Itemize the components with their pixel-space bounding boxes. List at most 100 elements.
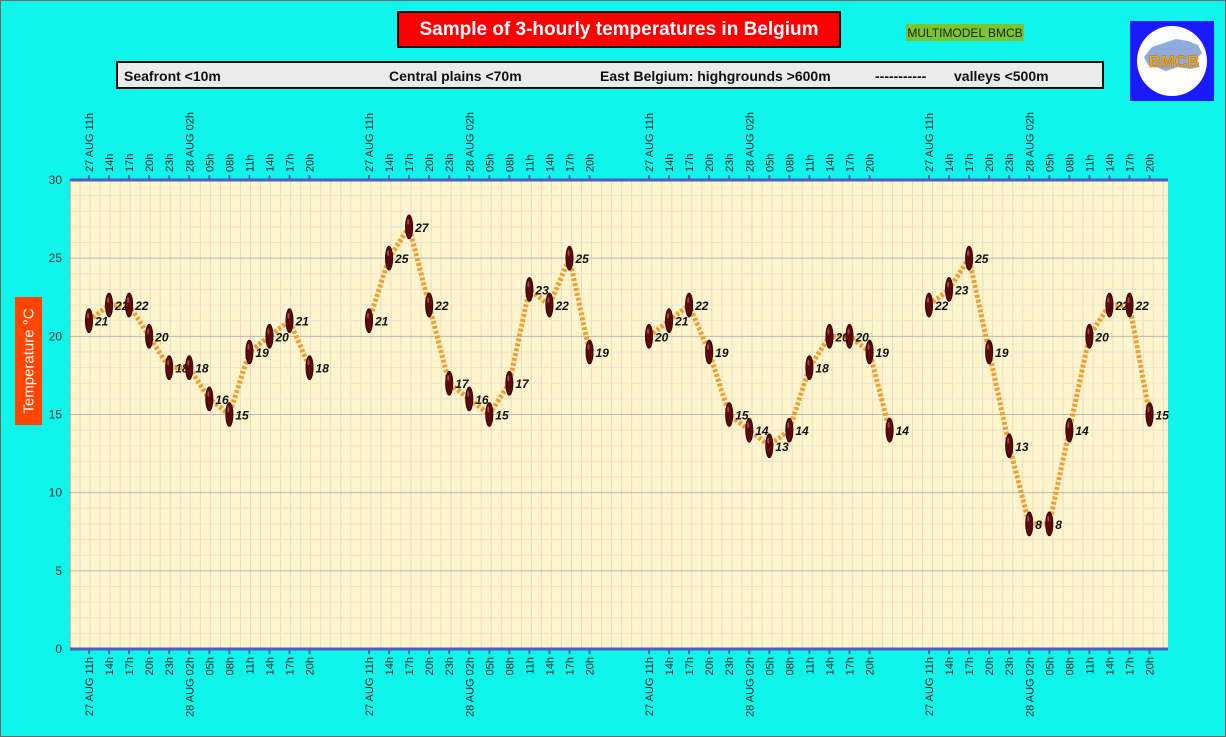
data-point (425, 292, 434, 318)
data-label: 14 (1075, 424, 1089, 438)
x-tick-label-top: 08h (224, 154, 236, 172)
data-point-highlight (667, 312, 670, 319)
data-label: 19 (596, 346, 610, 360)
x-tick-label-bottom: 23h (724, 657, 736, 675)
data-point-highlight (967, 250, 970, 257)
data-point-highlight (727, 406, 730, 413)
data-point (765, 433, 774, 459)
x-tick-label-bottom: 23h (444, 657, 456, 675)
data-point (445, 370, 454, 396)
y-tick-label: 10 (49, 486, 63, 500)
data-point (865, 339, 874, 365)
x-tick-label-top: 27 AUG 11h (84, 113, 96, 172)
x-tick-label-bottom: 28 AUG 02h (1024, 657, 1036, 717)
data-point (285, 308, 294, 334)
data-point (685, 292, 694, 318)
data-point-highlight (747, 422, 750, 429)
data-label: 8 (1035, 518, 1042, 532)
data-point-highlight (367, 312, 369, 319)
data-point (985, 339, 994, 365)
data-label: 19 (255, 346, 269, 360)
y-tick-label: 0 (55, 642, 62, 656)
x-tick-label-bottom: 20h (1145, 657, 1157, 675)
data-point (665, 308, 674, 334)
x-tick-label-top: 11h (524, 154, 536, 172)
x-tick-label-top: 08h (784, 154, 796, 172)
y-tick-label: 15 (49, 408, 63, 422)
data-point (1065, 417, 1074, 443)
data-point-highlight (227, 406, 230, 413)
y-tick-label: 5 (55, 564, 62, 578)
y-axis-title-box: Temperature °C (15, 297, 42, 425)
data-point-highlight (1127, 297, 1130, 304)
data-label: 22 (134, 299, 149, 313)
data-point-highlight (267, 328, 270, 335)
x-tick-label-bottom: 17h (124, 657, 136, 675)
data-label: 25 (575, 252, 590, 266)
data-label: 25 (394, 252, 409, 266)
x-tick-label-top: 27 AUG 11h (644, 113, 656, 172)
x-tick-label-bottom: 23h (164, 657, 176, 675)
x-tick-label-top: 05h (1044, 154, 1056, 172)
data-label: 16 (475, 393, 489, 407)
data-point (385, 245, 394, 271)
x-tick-label-top: 17h (1125, 154, 1137, 172)
x-tick-label-top: 20h (585, 154, 597, 172)
x-tick-label-bottom: 28 AUG 02h (464, 657, 476, 717)
x-tick-label-bottom: 20h (305, 657, 317, 675)
data-label: 15 (495, 409, 509, 423)
data-point (405, 214, 414, 240)
x-tick-label-top: 05h (764, 154, 776, 172)
x-tick-label-bottom: 14h (104, 657, 116, 675)
data-point-highlight (247, 343, 250, 350)
model-tag: MULTIMODEL BMCB (906, 24, 1024, 41)
data-label: 22 (694, 299, 709, 313)
data-label: 15 (1156, 409, 1170, 423)
logo-text: BMCB (1149, 52, 1200, 71)
data-label: 23 (954, 283, 969, 297)
x-tick-label-top: 05h (484, 154, 496, 172)
data-label: 19 (715, 346, 729, 360)
data-point-highlight (387, 250, 390, 257)
data-point (945, 277, 954, 302)
data-point (1005, 433, 1014, 459)
data-label: 18 (195, 362, 209, 376)
x-tick-label-bottom: 20h (704, 657, 716, 675)
x-tick-label-bottom: 08h (504, 657, 516, 675)
data-label: 19 (995, 346, 1009, 360)
x-tick-label-bottom: 27 AUG 11h (924, 657, 936, 716)
y-tick-label: 30 (49, 173, 63, 187)
data-point-highlight (927, 297, 929, 304)
data-label: 20 (1094, 330, 1109, 344)
x-tick-label-bottom: 17h (964, 657, 976, 675)
data-point (145, 323, 154, 349)
data-point-highlight (1147, 406, 1150, 413)
x-tick-label-top: 28 AUG 02h (744, 112, 756, 172)
data-point-highlight (167, 359, 170, 366)
x-tick-label-bottom: 17h (404, 657, 416, 675)
data-point (165, 355, 174, 381)
data-label: 15 (735, 409, 749, 423)
data-point (745, 417, 754, 443)
x-tick-label-top: 14h (544, 154, 556, 172)
x-tick-label-top: 14h (1104, 154, 1116, 172)
data-point (1125, 292, 1134, 318)
data-label: 16 (215, 393, 229, 407)
x-tick-label-top: 11h (804, 154, 816, 172)
x-tick-label-top: 17h (285, 154, 297, 172)
data-point-highlight (687, 297, 690, 304)
x-tick-label-top: 17h (684, 154, 696, 172)
region-east-belgium: East Belgium: highgrounds >600m (600, 68, 831, 84)
x-tick-label-top: 23h (1004, 154, 1016, 172)
x-tick-label-bottom: 14h (264, 657, 276, 675)
x-tick-label-top: 11h (1084, 154, 1096, 172)
x-tick-label-bottom: 14h (824, 657, 836, 675)
data-point-highlight (1107, 297, 1110, 304)
data-point (85, 308, 94, 334)
x-tick-label-bottom: 28 AUG 02h (744, 657, 756, 717)
x-tick-label-bottom: 20h (585, 657, 597, 675)
data-point-highlight (147, 328, 150, 335)
data-label: 20 (154, 330, 169, 344)
x-tick-label-top: 23h (724, 154, 736, 172)
